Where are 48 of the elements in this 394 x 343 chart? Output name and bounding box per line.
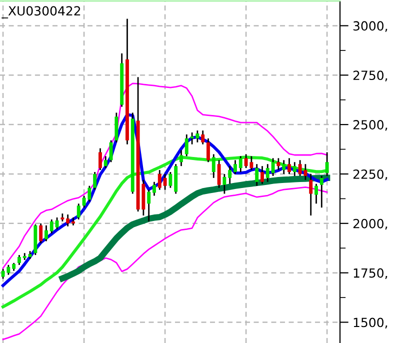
candlestick xyxy=(212,154,216,179)
candlestick xyxy=(66,214,70,228)
candlestick xyxy=(309,173,313,216)
y-tick-label: 2250, xyxy=(353,169,388,180)
candlestick xyxy=(276,157,280,171)
candlestick xyxy=(147,189,151,222)
candlestick xyxy=(288,157,291,175)
candlestick xyxy=(320,175,324,208)
candlestick xyxy=(93,171,97,190)
y-tick-label: 2750, xyxy=(353,70,388,82)
candlestick xyxy=(50,218,54,234)
y-tick-label: 2000, xyxy=(353,218,388,230)
candlestick xyxy=(266,163,270,183)
candlestick xyxy=(158,169,162,190)
candlestick xyxy=(184,134,188,157)
candlestick xyxy=(168,171,172,189)
candlestick xyxy=(201,130,205,146)
candlestick xyxy=(17,254,21,266)
candlestick xyxy=(163,173,167,190)
y-tick-label: 3000, xyxy=(353,21,388,32)
candlestick xyxy=(325,152,329,177)
candlestick xyxy=(39,222,43,244)
candlestick xyxy=(98,148,102,171)
candlestick xyxy=(228,165,232,185)
candlestick xyxy=(104,155,108,169)
candlestick xyxy=(282,159,286,175)
candlestick xyxy=(217,159,221,189)
candlestick xyxy=(292,161,296,177)
candlestick xyxy=(180,150,183,167)
candlestick xyxy=(55,216,59,230)
chart-title: _XU0300422 xyxy=(2,6,80,18)
candlestick xyxy=(152,181,156,196)
candlestick xyxy=(206,138,210,163)
candlestick xyxy=(238,155,242,173)
line-series xyxy=(2,82,328,269)
candlestick xyxy=(255,163,259,187)
candlestick xyxy=(44,224,48,242)
y-tick-label: 2500, xyxy=(353,120,388,131)
y-tick-label: 1750, xyxy=(354,268,388,280)
candlestick xyxy=(76,202,80,220)
candlestick xyxy=(114,112,118,144)
y-tick-label: 1500, xyxy=(354,318,388,328)
candlestick xyxy=(234,159,237,175)
candlestick xyxy=(314,183,318,204)
candlestick xyxy=(222,173,226,194)
candlestick xyxy=(260,165,264,185)
candlestick xyxy=(109,140,113,163)
candlestick xyxy=(271,157,275,177)
